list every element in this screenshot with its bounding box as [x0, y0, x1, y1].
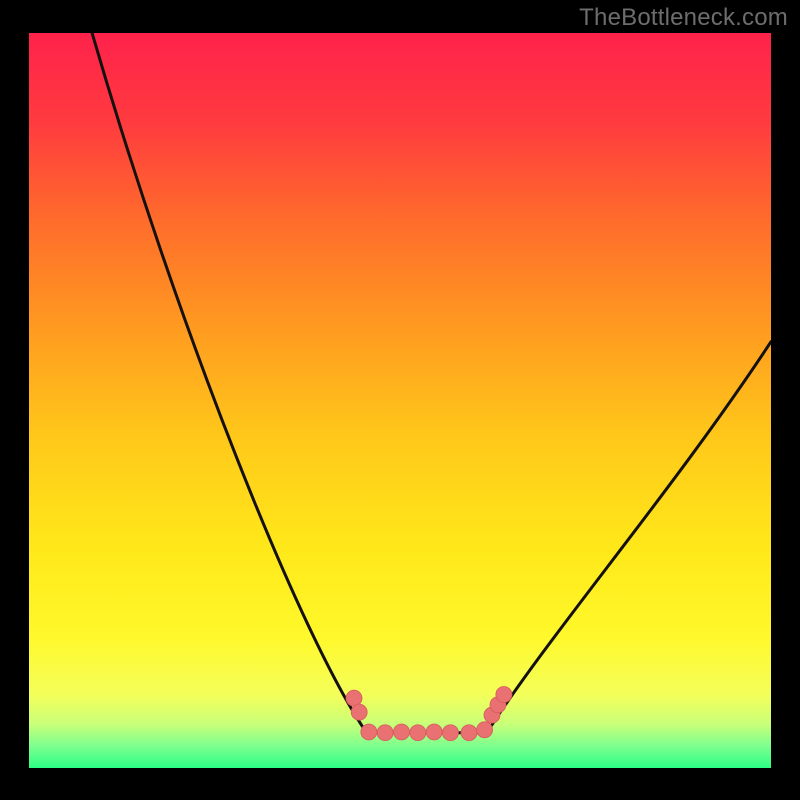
markers-group	[346, 687, 512, 741]
v-curve-path	[92, 33, 771, 733]
marker-dot	[393, 724, 409, 740]
marker-dot	[442, 725, 458, 741]
marker-dot	[361, 724, 377, 740]
marker-dot	[496, 687, 512, 703]
marker-dot	[426, 724, 442, 740]
marker-dot	[410, 725, 426, 741]
chart-stage: TheBottleneck.com	[0, 0, 800, 800]
marker-dot	[461, 725, 477, 741]
marker-dot	[377, 725, 393, 741]
marker-dot	[477, 722, 493, 738]
v-curve-chart	[29, 33, 771, 768]
marker-dot	[351, 704, 367, 720]
watermark-text: TheBottleneck.com	[579, 4, 788, 32]
